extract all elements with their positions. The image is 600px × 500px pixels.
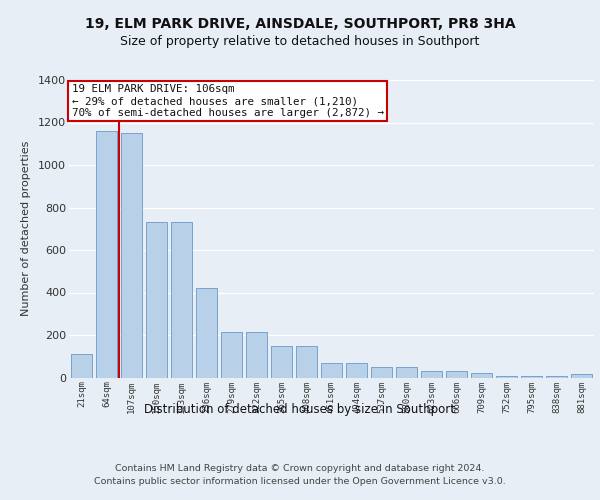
Y-axis label: Number of detached properties: Number of detached properties [21,141,31,316]
Bar [121,133,142,378]
Bar [471,373,492,378]
Bar [246,332,267,378]
Bar [546,376,567,378]
Bar [521,376,542,378]
Bar [321,362,342,378]
Bar [571,374,592,378]
Bar [271,346,292,378]
Text: 19, ELM PARK DRIVE, AINSDALE, SOUTHPORT, PR8 3HA: 19, ELM PARK DRIVE, AINSDALE, SOUTHPORT,… [85,18,515,32]
Bar [396,367,417,378]
Bar [371,367,392,378]
Bar [196,288,217,378]
Text: Size of property relative to detached houses in Southport: Size of property relative to detached ho… [121,35,479,48]
Text: Contains HM Land Registry data © Crown copyright and database right 2024.: Contains HM Land Registry data © Crown c… [115,464,485,473]
Bar [171,222,192,378]
Bar [71,354,92,378]
Text: Distribution of detached houses by size in Southport: Distribution of detached houses by size … [145,402,455,415]
Bar [146,222,167,378]
Text: 19 ELM PARK DRIVE: 106sqm
← 29% of detached houses are smaller (1,210)
70% of se: 19 ELM PARK DRIVE: 106sqm ← 29% of detac… [71,84,383,117]
Text: Contains public sector information licensed under the Open Government Licence v3: Contains public sector information licen… [94,478,506,486]
Bar [496,376,517,378]
Bar [96,131,117,378]
Bar [346,362,367,378]
Bar [221,332,242,378]
Bar [421,371,442,378]
Bar [296,346,317,378]
Bar [446,371,467,378]
